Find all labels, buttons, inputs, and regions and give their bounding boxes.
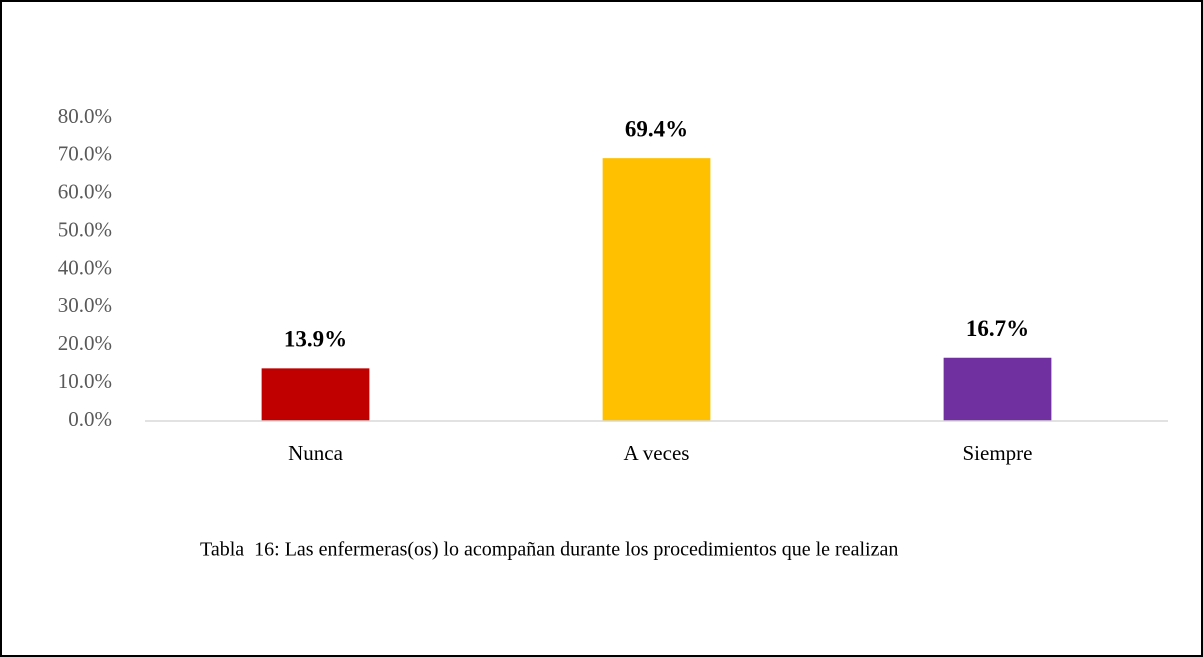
caption: Tabla 16: Las enfermeras(os) lo acompaña… — [200, 539, 898, 561]
bar — [943, 357, 1052, 421]
y-tick-label: 10.0% — [58, 369, 112, 393]
x-tick-label: Siempre — [963, 441, 1033, 465]
x-tick-label: A veces — [624, 441, 690, 465]
y-tick-label: 70.0% — [58, 142, 112, 166]
y-tick-label: 0.0% — [68, 407, 112, 431]
bar — [602, 158, 711, 421]
data-label: 16.7% — [966, 316, 1029, 341]
data-label: 69.4% — [625, 116, 688, 141]
y-tick-label: 60.0% — [58, 180, 112, 204]
y-tick-label: 30.0% — [58, 293, 112, 317]
data-label: 13.9% — [284, 327, 347, 352]
y-tick-label: 20.0% — [58, 331, 112, 355]
x-tick-label: Nunca — [288, 441, 343, 465]
y-tick-label: 80.0% — [58, 104, 112, 128]
y-tick-label: 40.0% — [58, 255, 112, 279]
y-tick-label: 50.0% — [58, 217, 112, 241]
bar — [261, 368, 370, 421]
